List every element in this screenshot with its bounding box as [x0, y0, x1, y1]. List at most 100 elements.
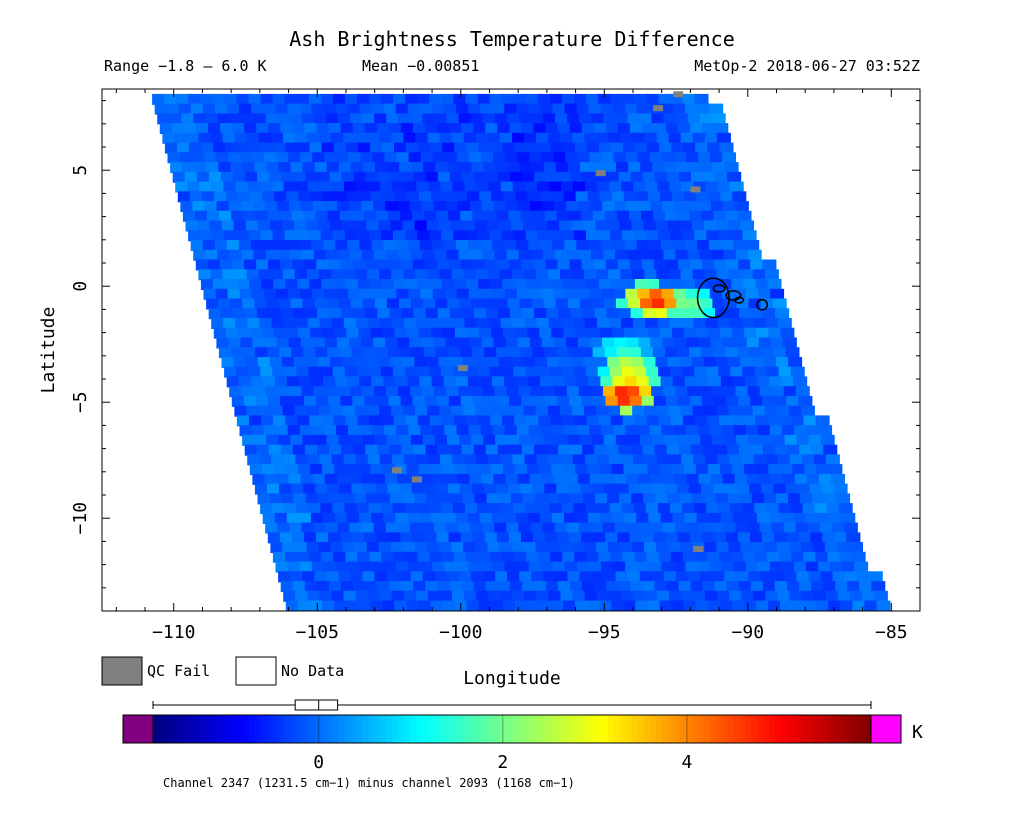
heat-cell [825, 454, 840, 466]
heat-cell [626, 201, 641, 213]
heat-cell [792, 600, 807, 611]
heat-cell [243, 210, 258, 222]
colorbar-segment [823, 715, 830, 743]
heat-cell [267, 532, 282, 544]
heat-cell [590, 201, 605, 213]
heat-cell [854, 561, 869, 573]
heat-cell [271, 454, 286, 466]
heat-cell [345, 279, 360, 290]
heat-cell [390, 357, 405, 368]
heat-cell [367, 590, 382, 602]
heat-cell [419, 103, 434, 115]
heat-cell [383, 103, 398, 115]
heat-cell [720, 512, 735, 524]
heat-cell [390, 493, 405, 505]
heat-cell [535, 542, 550, 554]
heat-cell [634, 230, 649, 242]
heat-cell [233, 357, 248, 368]
heat-cell [391, 269, 406, 281]
colorbar-segment [308, 715, 316, 743]
heat-cell [243, 347, 258, 359]
heat-cell [336, 610, 351, 611]
heat-cell [553, 337, 568, 349]
heat-cell [708, 512, 723, 524]
heat-cell [467, 376, 482, 388]
heat-cell [759, 386, 774, 398]
heat-cell [334, 464, 349, 476]
heat-cell [604, 162, 619, 174]
heat-cell [739, 493, 754, 505]
heat-cell [516, 103, 531, 115]
heat-cell [258, 132, 273, 144]
heat-cell [367, 405, 381, 417]
heat-cell [662, 473, 677, 485]
heat-cell [856, 571, 871, 583]
heat-cell [677, 210, 692, 222]
heat-cell [512, 132, 526, 144]
heat-cell [238, 376, 253, 388]
heat-cell [655, 357, 670, 368]
heat-cell [654, 308, 669, 320]
heat-cell [327, 483, 342, 495]
heat-cell [361, 386, 376, 398]
heat-cell [498, 220, 513, 232]
heat-cell [694, 93, 709, 105]
heat-cell [367, 132, 382, 144]
colorbar-segment [865, 715, 872, 743]
heat-cell [511, 542, 526, 554]
heat-cell [662, 610, 677, 611]
heat-cell [336, 152, 351, 164]
heat-cell [598, 551, 613, 563]
colorbar-segment [577, 715, 585, 743]
heat-cell [572, 590, 587, 602]
heat-cell [257, 493, 272, 505]
heat-cell [346, 191, 361, 203]
heat-cell [770, 337, 785, 349]
heat-cell [433, 337, 448, 349]
heat-cell [427, 590, 442, 602]
heat-cell [550, 142, 565, 154]
heat-cell [731, 600, 746, 611]
heat-cell [320, 230, 335, 242]
heat-cell [653, 210, 668, 222]
heat-cell [329, 308, 344, 320]
heat-cell [483, 162, 498, 174]
heat-cell [485, 123, 500, 135]
heat-cell [385, 201, 400, 213]
heat-cell [546, 308, 561, 320]
heat-cell [644, 132, 659, 144]
heat-cell [434, 522, 448, 534]
heat-cell [480, 240, 494, 251]
heat-cell [599, 464, 614, 476]
heat-cell [768, 464, 783, 476]
heat-cell [632, 269, 647, 281]
heat-cell [234, 132, 249, 144]
heat-cell [243, 395, 258, 407]
heat-cell [714, 395, 728, 407]
heat-cell [699, 249, 714, 261]
heat-cell [602, 386, 617, 398]
heat-cell [351, 210, 366, 222]
heat-cell [725, 532, 740, 544]
heat-cell [721, 240, 736, 251]
heat-cell [417, 551, 432, 563]
heat-cell [415, 590, 430, 602]
heat-cell [821, 483, 836, 495]
heat-cell [546, 493, 561, 505]
heat-cell [597, 230, 612, 242]
heat-cell [725, 347, 740, 359]
heat-cell [623, 600, 638, 611]
heat-cell [375, 347, 390, 359]
heat-cell [319, 318, 334, 329]
colorbar-segment [637, 715, 645, 743]
heat-cell [751, 308, 766, 320]
y-tick-label: −10 [70, 502, 91, 535]
heat-cell [302, 162, 317, 174]
heat-cell [417, 93, 432, 105]
heat-cell [651, 386, 666, 398]
heat-cell [453, 503, 467, 515]
heat-cell [752, 542, 767, 554]
heat-cell [384, 425, 399, 437]
heat-cell [276, 337, 291, 349]
heat-cell [566, 249, 581, 261]
